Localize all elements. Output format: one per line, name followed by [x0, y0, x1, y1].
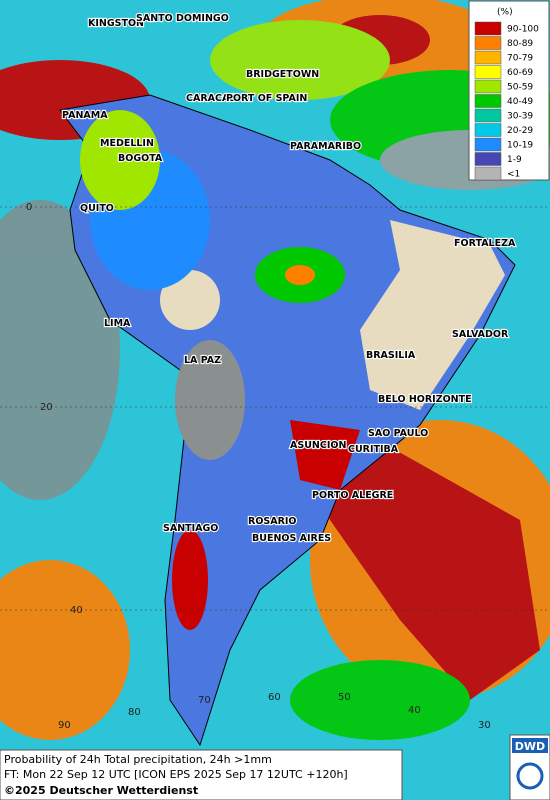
graticule [0, 206, 550, 611]
city-label: PORT OF SPAIN [226, 93, 307, 104]
city-label: PORTO ALEGRE [312, 490, 393, 501]
legend-swatch [474, 65, 502, 79]
lat-label: 20 [40, 402, 53, 413]
legend-swatch [474, 79, 502, 94]
legend-swatch [474, 137, 502, 152]
lon-label: 40 [408, 705, 421, 716]
city-label: KINGSTON [88, 18, 144, 29]
lat-label: 0 [26, 202, 32, 213]
legend-label: 10-19 [507, 141, 533, 151]
legend-swatch [474, 36, 502, 50]
city-label: CURITIBA [348, 444, 399, 455]
city-label: SAO PAULO [368, 428, 428, 439]
footer-box [0, 749, 403, 800]
lon-label: 30 [478, 720, 491, 731]
legend-label: 50-59 [507, 83, 533, 93]
legend-swatch [474, 166, 502, 181]
legend-label: 20-29 [507, 126, 533, 136]
footer-line: FT: Mon 22 Sep 12 UTC [ICON EPS 2025 Sep… [4, 768, 348, 781]
lon-label: 90 [58, 720, 71, 731]
city-label: BOGOTA [118, 153, 163, 164]
city-label: BRIDGETOWN [246, 69, 319, 80]
legend-label: 1-9 [507, 155, 522, 165]
city-label: MEDELLIN [100, 138, 154, 149]
lon-label: 50 [338, 692, 351, 703]
legend-label: 80-89 [507, 39, 533, 49]
city-label: PANAMA [62, 110, 108, 121]
city-label: FORTALEZA [454, 238, 516, 249]
logo-swirl [516, 762, 544, 790]
lon-label: 70 [198, 695, 211, 706]
city-label: SANTIAGO [163, 523, 218, 534]
city-label: ASUNCION [290, 440, 346, 451]
legend: (%) 90-100 80-89 70-79 60-69 50-59 40-49 30-39… [468, 0, 550, 181]
city-label: SANTO DOMINGO [136, 13, 229, 24]
city-label: LA PAZ [184, 355, 221, 366]
legend-swatch [474, 108, 502, 123]
legend-swatch [474, 152, 502, 166]
city-label: LIMA [104, 318, 131, 329]
city-label: QUITO [80, 203, 114, 214]
legend-label: 70-79 [507, 54, 533, 64]
legend-label: 30-39 [507, 112, 533, 122]
legend-label: 40-49 [507, 97, 533, 107]
logo-text: DWD [515, 740, 545, 753]
footer-line: Probability of 24h Total precipitation, … [4, 753, 272, 766]
lon-label: 60 [268, 692, 281, 703]
precip-land [80, 110, 505, 630]
logo-bar [512, 738, 548, 753]
city-label: BELO HORIZONTE [378, 394, 472, 405]
legend-swatch [474, 21, 502, 36]
city-label: PARAMARIBO [290, 141, 361, 152]
legend-label: 90-100 [507, 25, 539, 35]
footer-line: ©2025 Deutscher Wetterdienst [4, 784, 198, 797]
city-label: CARACAS [186, 93, 236, 104]
legend-swatch [474, 123, 502, 137]
legend-swatch [474, 50, 502, 65]
legend-title: (%) [497, 8, 513, 18]
city-label: BRASILIA [366, 350, 416, 361]
city-label: SALVADOR [452, 329, 509, 340]
legend-label: <1 [507, 170, 520, 180]
lat-label: 40 [70, 605, 83, 616]
city-label: BUENOS AIRES [252, 533, 331, 544]
legend-label: 60-69 [507, 68, 533, 78]
lon-label: 80 [128, 707, 141, 718]
city-label: ROSARIO [248, 516, 297, 527]
legend-swatch [474, 94, 502, 108]
